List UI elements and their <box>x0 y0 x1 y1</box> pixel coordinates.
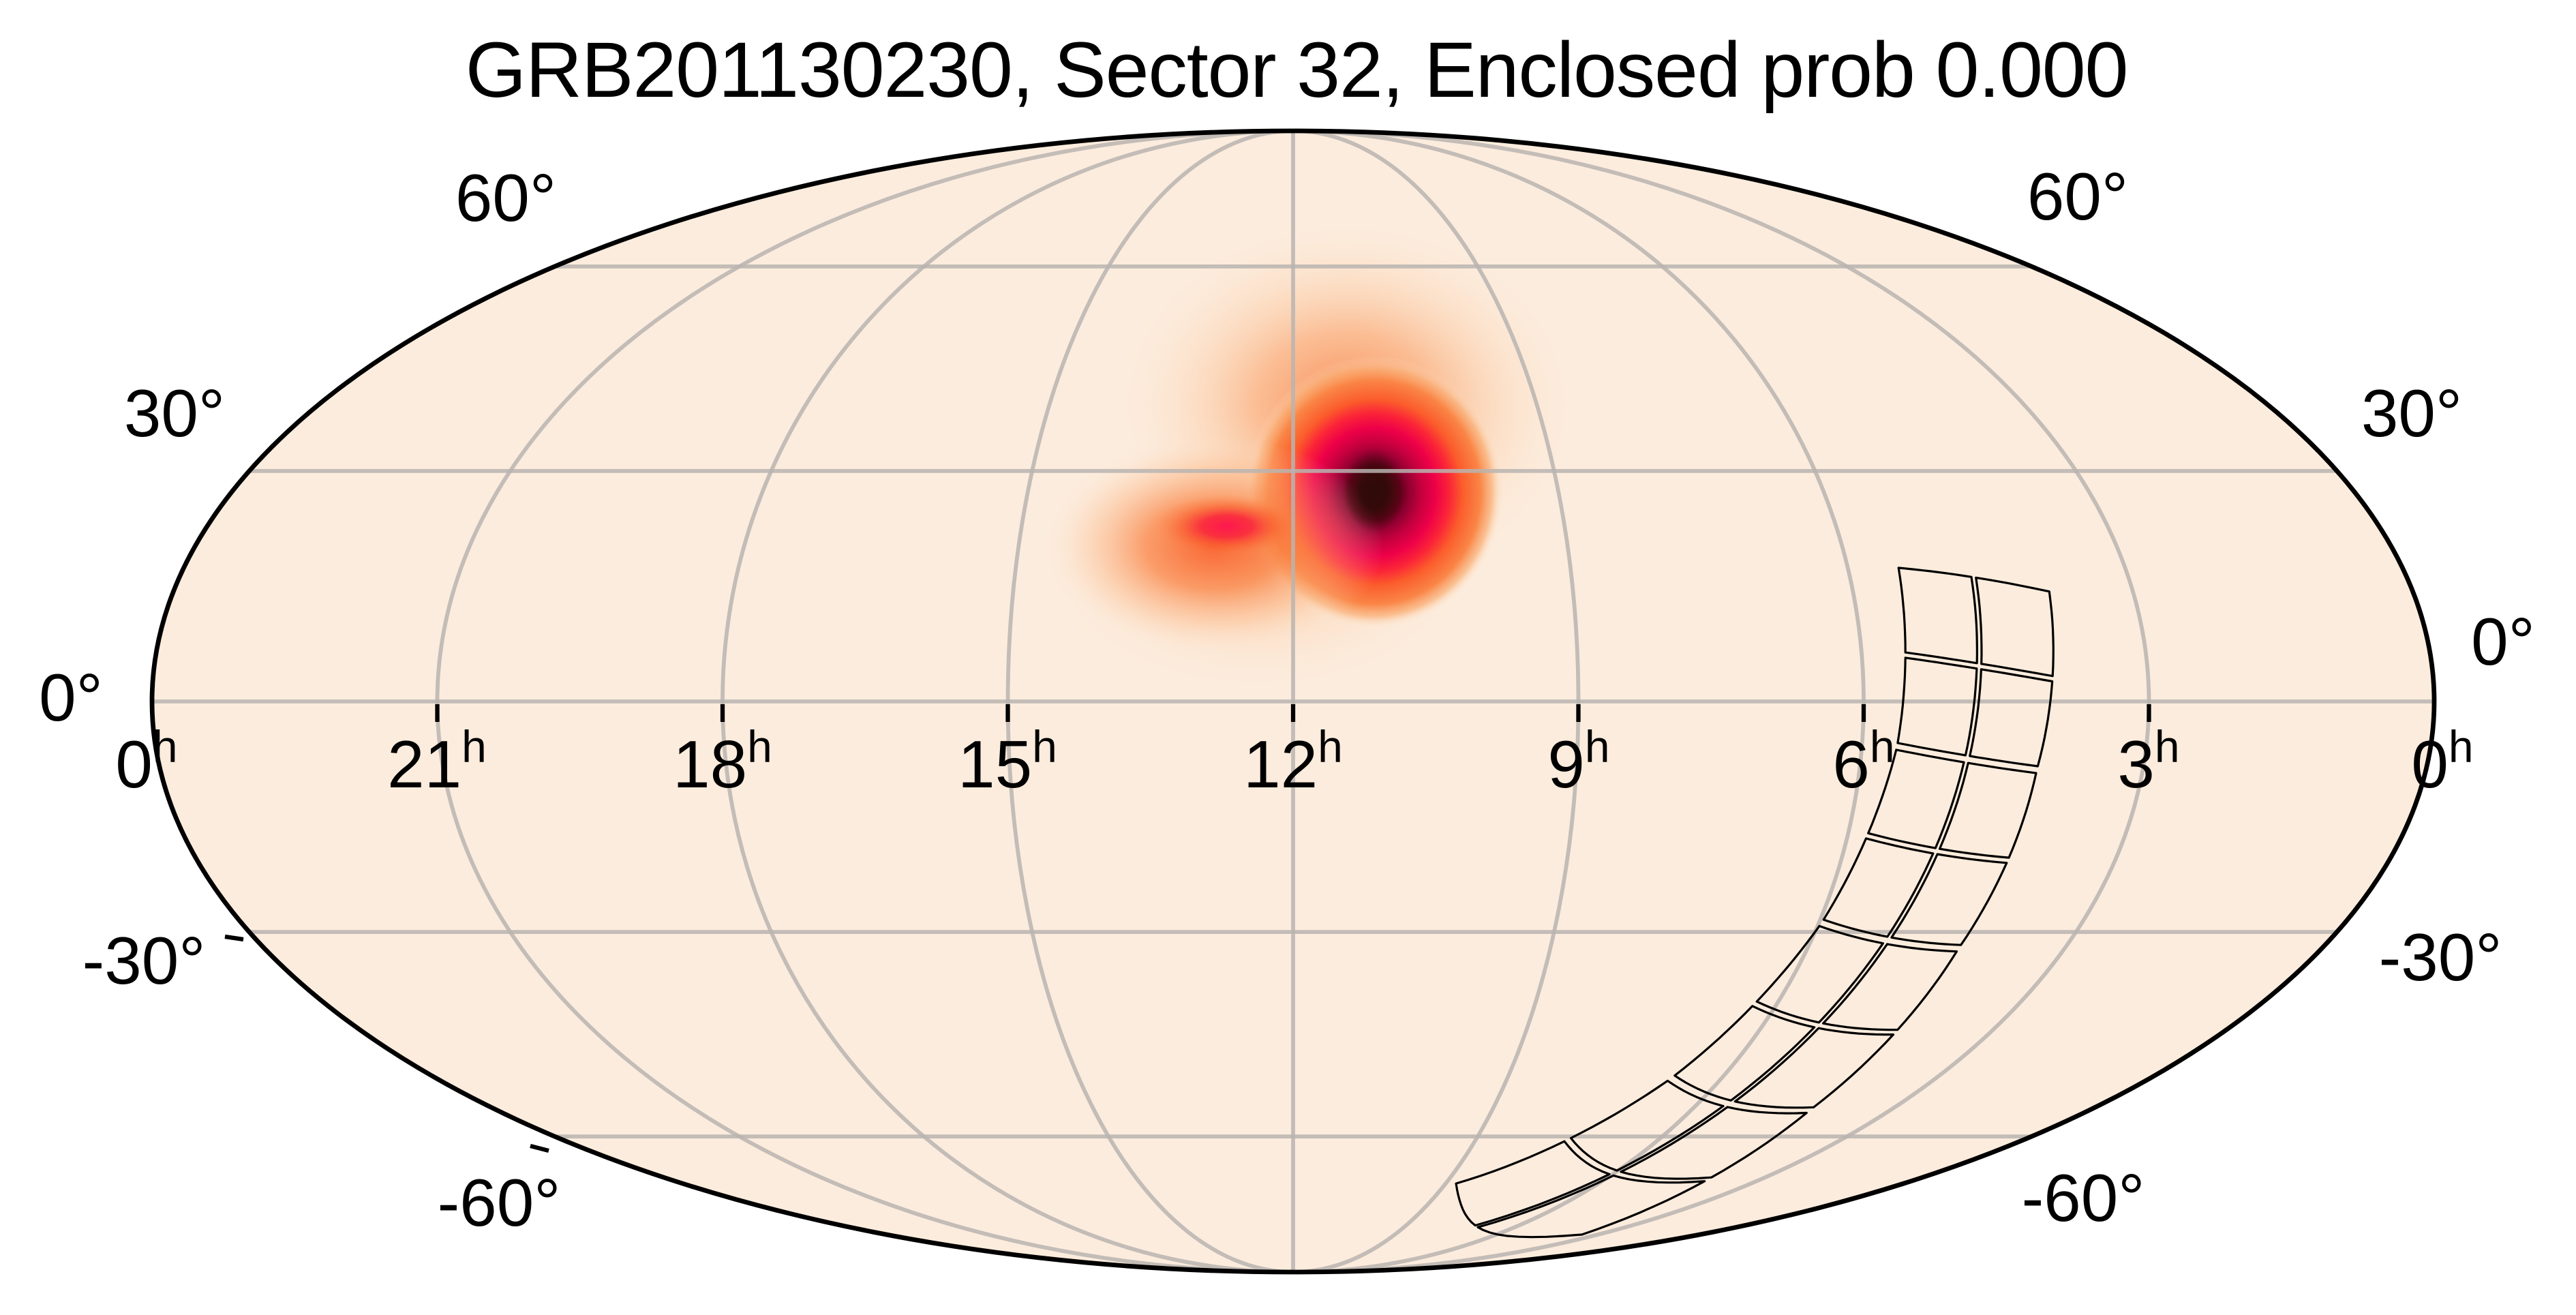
svg-text:-60°: -60° <box>438 1165 561 1240</box>
svg-text:60°: 60° <box>2027 159 2128 234</box>
svg-text:30°: 30° <box>2361 376 2462 451</box>
svg-text:18h: 18h <box>673 721 772 802</box>
svg-text:0h: 0h <box>2411 721 2473 802</box>
svg-text:-30°: -30° <box>82 923 206 998</box>
svg-text:GRB201130230, Sector 32, Enclo: GRB201130230, Sector 32, Enclosed prob 0… <box>466 27 2127 114</box>
svg-text:-30°: -30° <box>2379 920 2502 995</box>
svg-text:0°: 0° <box>2471 604 2535 679</box>
svg-text:-60°: -60° <box>2022 1160 2145 1235</box>
svg-text:0°: 0° <box>39 660 103 735</box>
svg-text:60°: 60° <box>455 160 556 235</box>
svg-text:30°: 30° <box>124 376 225 451</box>
